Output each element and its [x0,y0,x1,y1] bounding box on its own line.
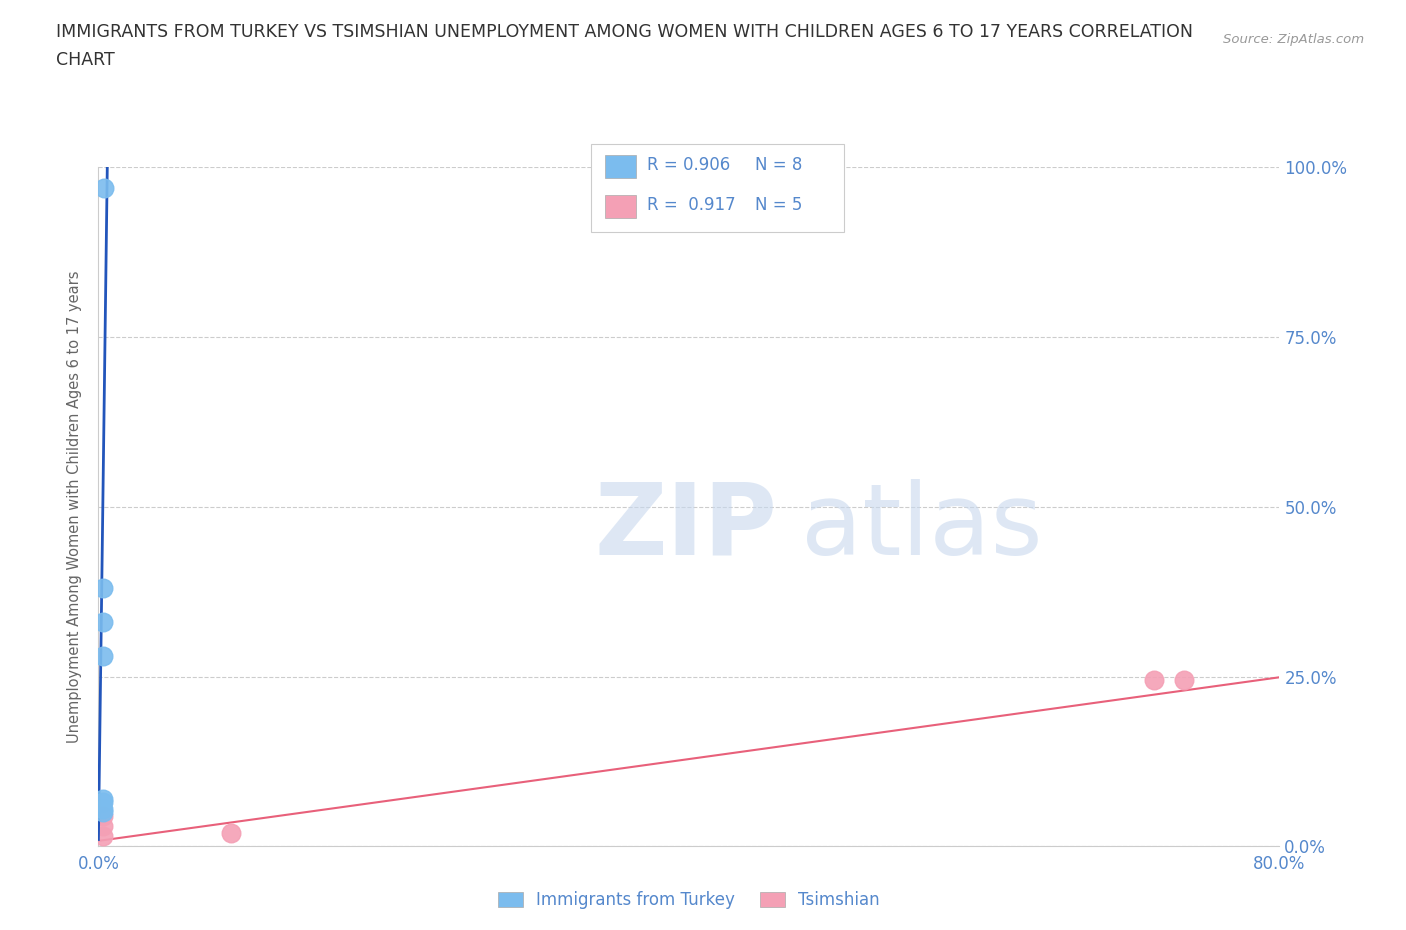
Text: N = 5: N = 5 [755,195,803,214]
Point [91,649,114,664]
Text: CHART: CHART [56,51,115,69]
Point [91,805,114,820]
Text: IMMIGRANTS FROM TURKEY VS TSIMSHIAN UNEMPLOYMENT AMONG WOMEN WITH CHILDREN AGES : IMMIGRANTS FROM TURKEY VS TSIMSHIAN UNEM… [56,23,1194,41]
Point [91,802,114,817]
Point [1173,672,1195,687]
Point [91,818,114,833]
Legend: Immigrants from Turkey, Tsimshian: Immigrants from Turkey, Tsimshian [491,884,887,916]
Point [91,808,114,823]
Text: R = 0.906: R = 0.906 [647,155,730,174]
Text: ZIP: ZIP [595,479,778,576]
Point [91,791,114,806]
Point [93,180,115,195]
Point [221,825,243,840]
Point [91,581,114,596]
Point [91,615,114,630]
Point [1143,672,1166,687]
Y-axis label: Unemployment Among Women with Children Ages 6 to 17 years: Unemployment Among Women with Children A… [67,271,83,743]
Point [91,795,114,810]
Text: N = 8: N = 8 [755,155,803,174]
Text: Source: ZipAtlas.com: Source: ZipAtlas.com [1223,33,1364,46]
Text: atlas: atlas [801,479,1043,576]
Text: R =  0.917: R = 0.917 [647,195,735,214]
Point [91,829,114,844]
